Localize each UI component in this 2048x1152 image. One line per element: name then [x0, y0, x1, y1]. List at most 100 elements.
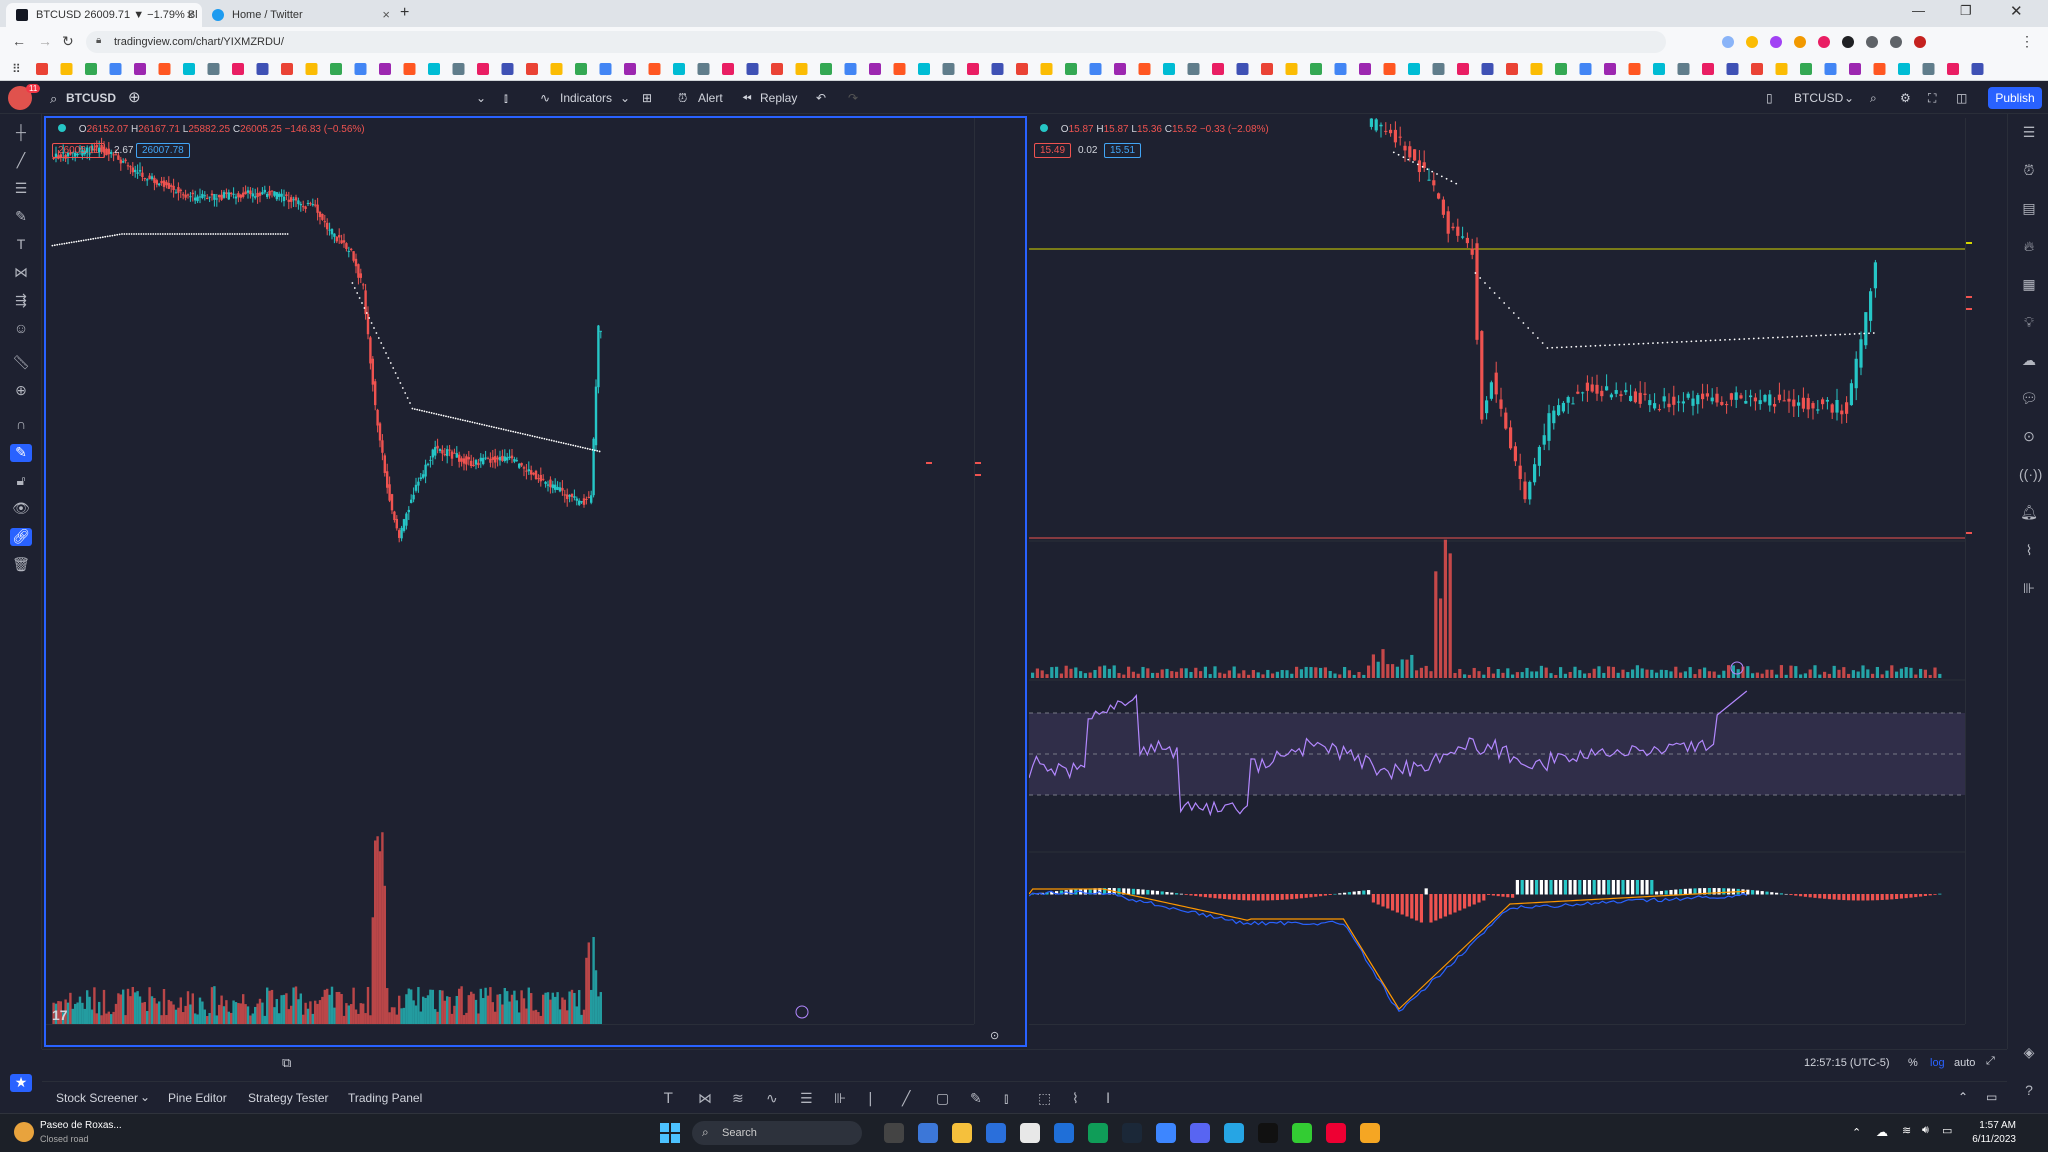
drawing-tool-icon[interactable]: ✎	[970, 1091, 982, 1107]
bookmark-favicon[interactable]	[403, 63, 416, 75]
bookmark-favicon[interactable]	[673, 63, 685, 75]
bookmark-favicon[interactable]	[1555, 63, 1567, 75]
compare-add-icon[interactable]: ⊕	[128, 89, 141, 106]
streams-icon[interactable]: ☁︎	[2022, 352, 2036, 368]
data-window-icon[interactable]: ▤	[2022, 200, 2036, 216]
zoom-in-icon[interactable]: ⊕	[15, 382, 27, 398]
bookmark-favicon[interactable]	[771, 63, 783, 75]
steam-icon[interactable]	[1156, 1123, 1176, 1143]
left-chart-canvas[interactable]: 17	[46, 118, 974, 1024]
bookmark-favicon[interactable]	[256, 63, 269, 75]
bookmark-favicon[interactable]	[1726, 63, 1739, 75]
weather-title[interactable]: Paseo de Roxas...	[40, 1120, 122, 1131]
bookmark-favicon[interactable]	[624, 63, 636, 75]
order-panel-icon[interactable]: ⊪	[2022, 580, 2036, 596]
bookmark-favicon[interactable]	[1114, 63, 1126, 75]
hide-drawings-icon[interactable]: 👁︎	[12, 500, 30, 516]
bookmark-favicon[interactable]	[1212, 63, 1224, 75]
replay-button[interactable]: Replay	[760, 91, 798, 105]
symbol-dropdown-icon[interactable]: ⌄	[1844, 91, 1855, 105]
back-icon[interactable]: ←	[12, 33, 26, 49]
drawing-tool-icon[interactable]: ╱	[901, 1090, 912, 1107]
maximize-icon[interactable]: ❐	[1960, 3, 1972, 18]
drawing-tool-icon[interactable]: ≋	[732, 1091, 744, 1107]
collapse-panel-icon[interactable]: ⌃	[1958, 1090, 1969, 1104]
app-icon[interactable]	[1326, 1123, 1346, 1143]
bookmark-favicon[interactable]	[1089, 63, 1102, 75]
prediction-icon[interactable]: ⇶	[15, 292, 27, 308]
bookmark-favicon[interactable]	[1359, 63, 1371, 75]
close-tab-icon[interactable]: ×	[186, 7, 194, 22]
obs-icon[interactable]	[1258, 1123, 1278, 1143]
bookmark-favicon[interactable]	[575, 63, 587, 75]
drawing-tool-icon[interactable]: ⋈	[698, 1091, 712, 1107]
bookmark-favicon[interactable]	[1040, 63, 1053, 75]
bookmark-favicon[interactable]	[109, 63, 122, 75]
bookmark-favicon[interactable]	[158, 63, 171, 75]
bookmark-icons[interactable]	[36, 57, 2026, 81]
volume-icon[interactable]: 🔊︎	[1922, 1124, 1929, 1136]
trash-icon[interactable]: 🗑︎	[12, 556, 30, 572]
alerts-clock-icon[interactable]: ⏰︎	[2023, 162, 2035, 178]
telegram-icon[interactable]	[1224, 1123, 1244, 1143]
battery-icon[interactable]: ▭	[1942, 1125, 1953, 1137]
drawing-tool-icon[interactable]: |	[868, 1091, 873, 1107]
drawing-tool-icon[interactable]: ☰	[800, 1091, 813, 1107]
bookmark-favicon[interactable]	[428, 63, 440, 75]
bookmark-favicon[interactable]	[1579, 63, 1592, 75]
bookmark-favicon[interactable]	[1383, 63, 1396, 75]
close-window-icon[interactable]: ✕	[2010, 3, 2023, 20]
close-tab-icon[interactable]: ×	[382, 7, 390, 22]
quick-search-icon[interactable]: ⌕	[1870, 91, 1877, 105]
magnet-icon[interactable]: ∩	[15, 416, 27, 432]
forward-icon[interactable]: →	[38, 33, 52, 49]
bookmark-favicon[interactable]	[991, 63, 1004, 75]
bookmark-favicon[interactable]	[1310, 63, 1322, 75]
bookmark-favicon[interactable]	[60, 63, 73, 75]
sync-drawings-icon[interactable]: 🔗︎	[10, 528, 32, 546]
right-chart-canvas[interactable]	[1029, 118, 1965, 1024]
templates-icon[interactable]: ⌄	[620, 91, 631, 105]
buy-price-button[interactable]: 26007.78	[136, 143, 190, 158]
maximize-panel-icon[interactable]: ▭	[1986, 1090, 1998, 1104]
bookmark-favicon[interactable]	[1016, 63, 1028, 75]
bookmark-favicon[interactable]	[893, 63, 906, 75]
bookmark-favicon[interactable]	[820, 63, 832, 75]
favorites-star-icon[interactable]: ★	[10, 1074, 32, 1092]
ideas-bulb-icon[interactable]: 💡︎	[2024, 314, 2034, 330]
drawing-tool-icon[interactable]: I	[1106, 1091, 1110, 1107]
bookmark-favicon[interactable]	[1187, 63, 1200, 75]
bookmark-favicon[interactable]	[918, 63, 930, 75]
bookmark-favicon[interactable]	[942, 63, 955, 75]
bookmark-favicon[interactable]	[1677, 63, 1690, 75]
bookmark-favicon[interactable]	[1849, 63, 1861, 75]
bookmark-favicon[interactable]	[1947, 63, 1959, 75]
bookmark-favicon[interactable]	[477, 63, 489, 75]
sell-price-button[interactable]: 26005.11	[52, 143, 105, 158]
calculator-icon[interactable]	[1088, 1123, 1108, 1143]
bookmark-favicon[interactable]	[1457, 63, 1469, 75]
minimize-icon[interactable]: —	[1912, 3, 1925, 18]
bookmark-favicon[interactable]	[379, 63, 391, 75]
bookmark-favicon[interactable]	[1604, 63, 1616, 75]
auto-toggle[interactable]: auto	[1954, 1057, 1976, 1069]
windows-start-icon[interactable]	[660, 1123, 680, 1143]
minecraft-icon[interactable]	[1292, 1123, 1312, 1143]
indicators-button[interactable]: Indicators	[560, 91, 613, 105]
bookmark-favicon[interactable]	[1481, 63, 1494, 75]
tab-btcusd[interactable]: BTCUSD 26009.71 ▼ −1.79% Bl ×	[6, 3, 202, 27]
bookmark-favicon[interactable]	[36, 63, 48, 75]
bookmark-favicon[interactable]	[967, 63, 979, 75]
flash-event-icon[interactable]	[1730, 661, 1744, 675]
hotlist-icon[interactable]: 🔥︎	[2023, 238, 2035, 254]
alert-icon[interactable]: ⏰︎	[678, 91, 688, 105]
bookmark-favicon[interactable]	[452, 63, 465, 75]
browser-menu-icon[interactable]: ⋮	[2020, 33, 2034, 49]
app-icon[interactable]	[1360, 1123, 1380, 1143]
chrome-icon[interactable]	[1122, 1123, 1142, 1143]
bookmark-favicon[interactable]	[1261, 63, 1273, 75]
watchlist-icon[interactable]: ☰	[2022, 124, 2036, 140]
tradingview-logo-icon[interactable]: 17	[52, 1007, 68, 1023]
notifications-icon[interactable]: ⊙	[2023, 428, 2035, 444]
settings-gear-icon[interactable]: ⚙︎	[1900, 91, 1911, 105]
